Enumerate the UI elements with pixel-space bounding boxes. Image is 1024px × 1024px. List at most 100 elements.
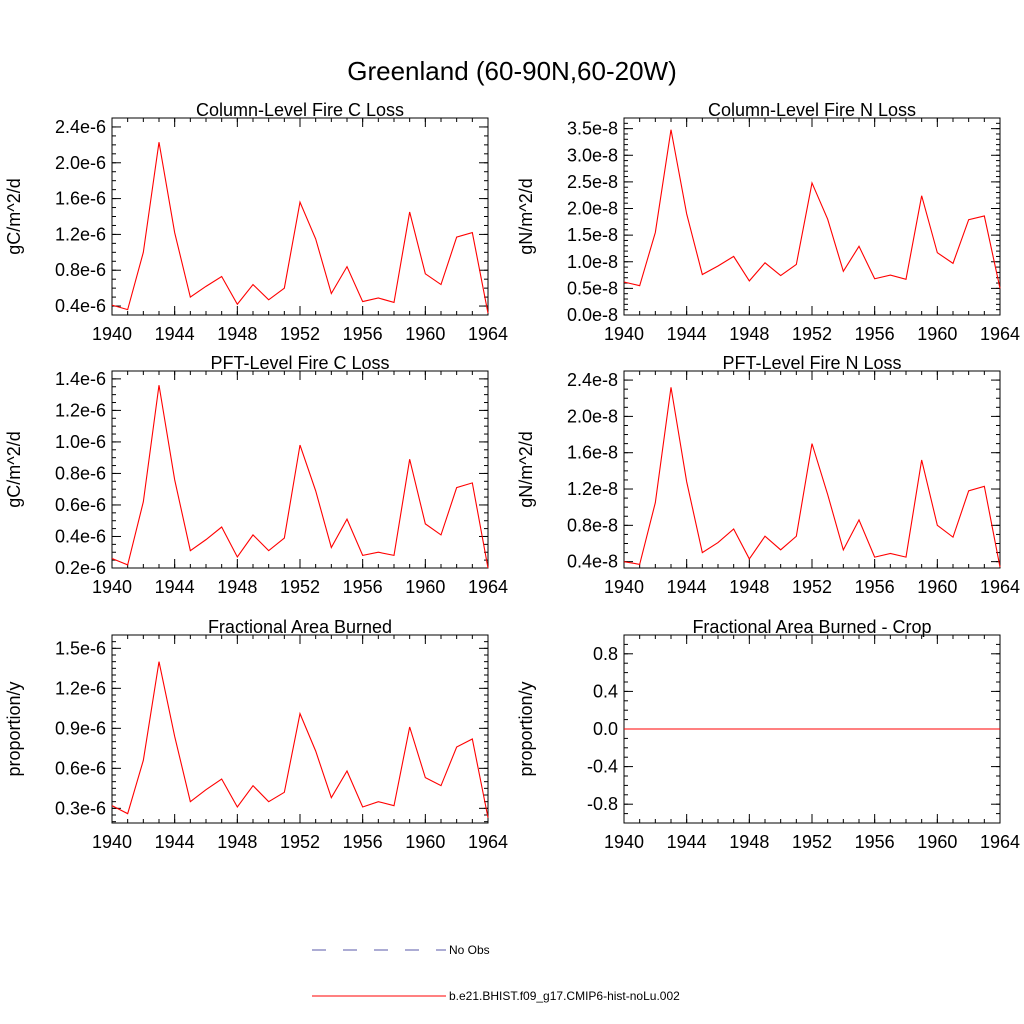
x-tick-label: 1940 <box>604 577 644 597</box>
series-line <box>623 129 1001 289</box>
plot-frame <box>111 370 489 569</box>
x-tick-label: 1964 <box>468 577 508 597</box>
x-tick-label: 1960 <box>917 324 957 344</box>
y-tick-label: 2.0e-8 <box>567 199 618 219</box>
y-axis-label: gN/m^2/d <box>516 178 536 254</box>
plot-frame <box>623 117 1001 316</box>
chart-panel: PFT-Level Fire N Loss gN/m^2/d 1940 1944 194… <box>516 353 1020 597</box>
x-tick-label: 1964 <box>980 577 1020 597</box>
chart-panel: Fractional Area Burned - Crop proportion/… <box>516 617 1020 852</box>
y-tick-label: 0.0 <box>593 719 618 739</box>
y-tick-label: 0.5e-8 <box>567 278 618 298</box>
x-tick-label: 1948 <box>217 324 257 344</box>
y-tick-label: -0.8 <box>587 794 618 814</box>
y-tick-label: 0.4e-6 <box>55 296 106 316</box>
x-tick-label: 1960 <box>405 324 445 344</box>
plot-frame <box>623 370 1001 569</box>
x-tick-label: 1952 <box>792 324 832 344</box>
x-tick-label: 1944 <box>155 832 195 852</box>
y-axis-label: proportion/y <box>516 681 536 776</box>
panels: Column-Level Fire C Loss gC/m^2/d 1940 1944… <box>4 100 1020 852</box>
x-tick-label: 1944 <box>155 577 195 597</box>
y-tick-label: 0.0e-8 <box>567 305 618 325</box>
y-tick-label: 0.8e-8 <box>567 515 618 535</box>
panel-title: Fractional Area Burned - Crop <box>692 617 931 637</box>
x-tick-label: 1948 <box>217 577 257 597</box>
y-axis-label: gC/m^2/d <box>4 178 24 254</box>
y-tick-label: 0.2e-6 <box>55 558 106 578</box>
plot-frame <box>111 634 489 824</box>
y-axis-label: gC/m^2/d <box>4 431 24 507</box>
chart-panel: Fractional Area Burned proportion/y 1940 19… <box>4 617 508 852</box>
x-tick-label: 1960 <box>917 577 957 597</box>
x-tick-label: 1940 <box>92 324 132 344</box>
y-tick-label: 2.4e-6 <box>55 117 106 137</box>
x-tick-label: 1960 <box>917 832 957 852</box>
figure-title: Greenland (60-90N,60-20W) <box>347 56 677 86</box>
x-tick-label: 1952 <box>280 577 320 597</box>
x-tick-label: 1952 <box>792 577 832 597</box>
x-tick-label: 1956 <box>855 577 895 597</box>
y-tick-label: 1.0e-8 <box>567 252 618 272</box>
y-tick-label: 1.0e-6 <box>55 432 106 452</box>
series-line <box>111 661 489 818</box>
y-tick-label: 1.6e-6 <box>55 189 106 209</box>
plot-frame <box>111 117 489 316</box>
y-tick-label: 3.5e-8 <box>567 119 618 139</box>
y-tick-label: 0.8e-6 <box>55 463 106 483</box>
y-tick-label: 1.5e-6 <box>55 638 106 658</box>
y-tick-label: 0.6e-6 <box>55 495 106 515</box>
x-tick-label: 1956 <box>855 324 895 344</box>
x-tick-label: 1956 <box>343 577 383 597</box>
x-tick-label: 1944 <box>155 324 195 344</box>
legend-no-obs-label: No Obs <box>449 943 490 957</box>
y-tick-label: 1.2e-8 <box>567 479 618 499</box>
panel-title: PFT-Level Fire N Loss <box>722 353 901 373</box>
x-tick-label: 1952 <box>280 324 320 344</box>
x-tick-label: 1940 <box>604 832 644 852</box>
x-tick-label: 1948 <box>729 577 769 597</box>
y-axis-label: proportion/y <box>4 681 24 776</box>
y-tick-label: 0.8e-6 <box>55 260 106 280</box>
y-tick-label: 2.0e-6 <box>55 153 106 173</box>
x-tick-label: 1952 <box>792 832 832 852</box>
x-tick-label: 1948 <box>729 324 769 344</box>
y-tick-label: 0.3e-6 <box>55 798 106 818</box>
y-tick-label: 1.4e-6 <box>55 369 106 389</box>
x-tick-label: 1964 <box>468 832 508 852</box>
y-tick-label: 2.4e-8 <box>567 370 618 390</box>
y-tick-label: 0.4e-6 <box>55 526 106 546</box>
x-tick-label: 1940 <box>92 577 132 597</box>
x-tick-label: 1960 <box>405 577 445 597</box>
x-tick-label: 1964 <box>980 324 1020 344</box>
y-tick-label: 1.5e-8 <box>567 225 618 245</box>
x-tick-label: 1944 <box>667 832 707 852</box>
y-tick-label: -0.4 <box>587 757 618 777</box>
y-tick-label: 1.2e-6 <box>55 678 106 698</box>
x-tick-label: 1952 <box>280 832 320 852</box>
x-tick-label: 1944 <box>667 324 707 344</box>
chart-panel: Column-Level Fire N Loss gN/m^2/d 1940 1944… <box>516 100 1020 344</box>
panel-title: Fractional Area Burned <box>208 617 392 637</box>
y-tick-label: 1.2e-6 <box>55 224 106 244</box>
x-tick-label: 1956 <box>343 324 383 344</box>
x-tick-label: 1948 <box>729 832 769 852</box>
y-tick-label: 0.8 <box>593 644 618 664</box>
y-tick-label: 2.0e-8 <box>567 406 618 426</box>
legend: No Obs b.e21.BHIST.f09_g17.CMIP6-hist-no… <box>312 943 680 1003</box>
panel-title: Column-Level Fire C Loss <box>196 100 404 120</box>
x-tick-label: 1964 <box>468 324 508 344</box>
y-tick-label: 2.5e-8 <box>567 172 618 192</box>
y-tick-label: 1.6e-8 <box>567 443 618 463</box>
panel-title: PFT-Level Fire C Loss <box>210 353 389 373</box>
x-tick-label: 1960 <box>405 832 445 852</box>
y-tick-label: 0.4 <box>593 681 618 701</box>
chart-panel: PFT-Level Fire C Loss gC/m^2/d 1940 1944 194… <box>4 353 508 597</box>
series-line <box>111 142 489 314</box>
x-tick-label: 1956 <box>343 832 383 852</box>
x-tick-label: 1948 <box>217 832 257 852</box>
y-tick-label: 0.6e-6 <box>55 758 106 778</box>
x-tick-label: 1964 <box>980 832 1020 852</box>
y-tick-label: 0.4e-8 <box>567 552 618 572</box>
